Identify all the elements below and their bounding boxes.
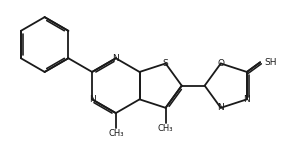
Text: CH₃: CH₃ bbox=[158, 124, 173, 133]
Text: N: N bbox=[112, 54, 119, 63]
Text: S: S bbox=[163, 59, 168, 68]
Text: N: N bbox=[218, 103, 224, 112]
Text: N: N bbox=[244, 95, 250, 104]
Text: O: O bbox=[217, 59, 224, 68]
Text: SH: SH bbox=[264, 58, 277, 67]
Text: N: N bbox=[89, 95, 95, 104]
Text: CH₃: CH₃ bbox=[108, 130, 124, 139]
